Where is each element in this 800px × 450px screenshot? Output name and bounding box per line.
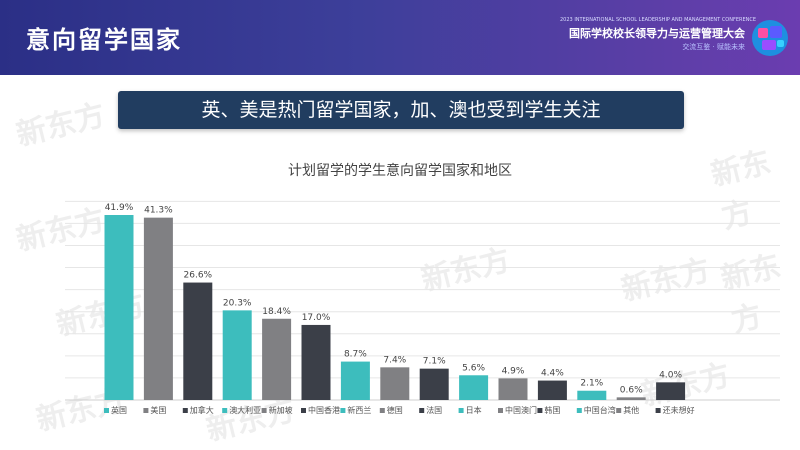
legend-swatch — [498, 408, 503, 413]
data-label: 4.0% — [659, 370, 682, 380]
data-label: 4.4% — [541, 369, 564, 379]
header-bar: 意向留学国家 2023 INTERNATIONAL SCHOOL LEADERS… — [0, 0, 800, 75]
legend-swatch — [458, 408, 464, 413]
legend-swatch — [182, 408, 188, 413]
legend-label: 其他 — [623, 405, 639, 415]
legend-label: 澳大利亚 — [229, 405, 261, 415]
legend-label: 中国香港 — [308, 405, 340, 415]
bar-2 — [143, 217, 173, 400]
data-label: 8.7% — [344, 350, 367, 360]
legend-label: 加拿大 — [190, 405, 214, 415]
data-label: 2.1% — [580, 379, 603, 389]
legend-swatch — [104, 408, 109, 413]
legend-label: 中国台湾 — [584, 405, 616, 415]
chart-title: 计划留学的学生意向留学国家和地区 — [288, 163, 512, 179]
conference-name: 国际学校校长领导力与运营管理大会 — [569, 27, 745, 40]
bar-14 — [616, 397, 646, 400]
conference-slogan: 交流互鉴 · 赋能未来 — [682, 43, 745, 51]
bar-8 — [380, 367, 410, 400]
legend-swatch — [261, 408, 267, 413]
legend-label: 还未想好 — [663, 405, 695, 415]
legend-swatch — [655, 408, 661, 413]
data-label: 5.6% — [462, 363, 485, 373]
legend-label: 新西兰 — [347, 405, 371, 415]
legend-label: 英国 — [111, 405, 127, 415]
bar-3 — [183, 282, 213, 400]
legend-swatch — [301, 408, 306, 413]
legend-label: 德国 — [387, 405, 403, 415]
legend-swatch — [537, 408, 543, 413]
data-label: 0.6% — [620, 385, 643, 395]
bar-4 — [222, 310, 252, 400]
bar-5 — [262, 318, 292, 400]
legend-label: 日本 — [466, 405, 482, 415]
data-label: 41.3% — [144, 206, 173, 216]
bar-chart: 41.9% 41.3% 26.6% 20.3% 18.4% 17.0% 8.7% 7.4% 7.… — [65, 200, 780, 415]
legend-label: 美国 — [150, 405, 166, 415]
data-label: 17.0% — [302, 313, 331, 323]
legend-swatch — [222, 408, 228, 413]
legend-label: 新加坡 — [269, 405, 293, 415]
data-label: 26.6% — [184, 271, 213, 281]
bar-13 — [577, 390, 607, 400]
bar-7 — [340, 361, 370, 400]
legend-label: 法国 — [426, 405, 442, 415]
bar-15 — [656, 382, 686, 400]
data-label: 20.3% — [223, 298, 252, 308]
legend-swatch — [419, 408, 425, 413]
legend-swatch — [340, 408, 346, 413]
bar-6 — [301, 324, 331, 400]
watermark-text: 新东方 — [12, 97, 109, 154]
legend-swatch — [576, 408, 582, 413]
bar-1 — [104, 215, 134, 400]
legend-swatch — [379, 408, 385, 413]
data-label: 41.9% — [105, 203, 134, 213]
conference-english-name: 2023 INTERNATIONAL SCHOOL LEADERSHIP AND… — [560, 17, 757, 23]
legend-swatch — [143, 408, 149, 413]
data-label: 4.9% — [502, 366, 525, 376]
legend-label: 韩国 — [544, 405, 560, 415]
data-label: 18.4% — [262, 307, 291, 317]
data-label: 7.1% — [423, 357, 446, 367]
bar-11 — [498, 378, 528, 400]
legend-swatch — [616, 408, 622, 413]
bar-9 — [419, 368, 449, 400]
legend-label: 中国澳门 — [505, 405, 537, 415]
headline-banner: 英、美是热门留学国家，加、澳也受到学生关注 — [118, 91, 684, 129]
bar-10 — [459, 375, 489, 400]
bar-12 — [537, 380, 567, 400]
page-title: 意向留学国家 — [26, 26, 182, 54]
conference-logo-icon — [752, 20, 788, 56]
data-label: 7.4% — [383, 355, 406, 365]
